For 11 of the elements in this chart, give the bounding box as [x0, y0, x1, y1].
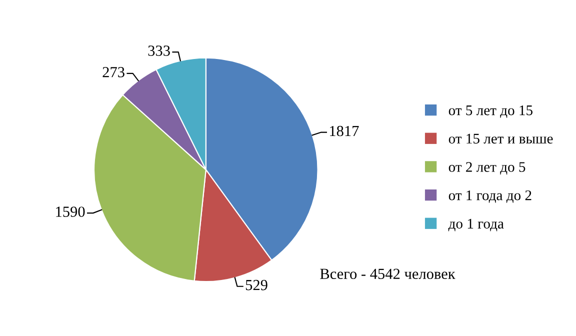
- data-label: 1817: [330, 126, 359, 136]
- data-label: 529: [246, 280, 268, 290]
- legend-label: от 5 лет до 15: [448, 105, 532, 118]
- data-label: 1590: [56, 206, 85, 217]
- legend-label: до 1 года: [448, 218, 504, 232]
- legend-label: от 2 лет до 5: [448, 162, 526, 175]
- legend-label: от 15 лет и выше: [448, 134, 553, 144]
- text: Всего - 4542 человек: [320, 268, 456, 280]
- data-label: 273: [102, 67, 124, 78]
- legend-label: от 1 года до 2: [448, 190, 532, 203]
- data-label: 333: [148, 46, 170, 56]
